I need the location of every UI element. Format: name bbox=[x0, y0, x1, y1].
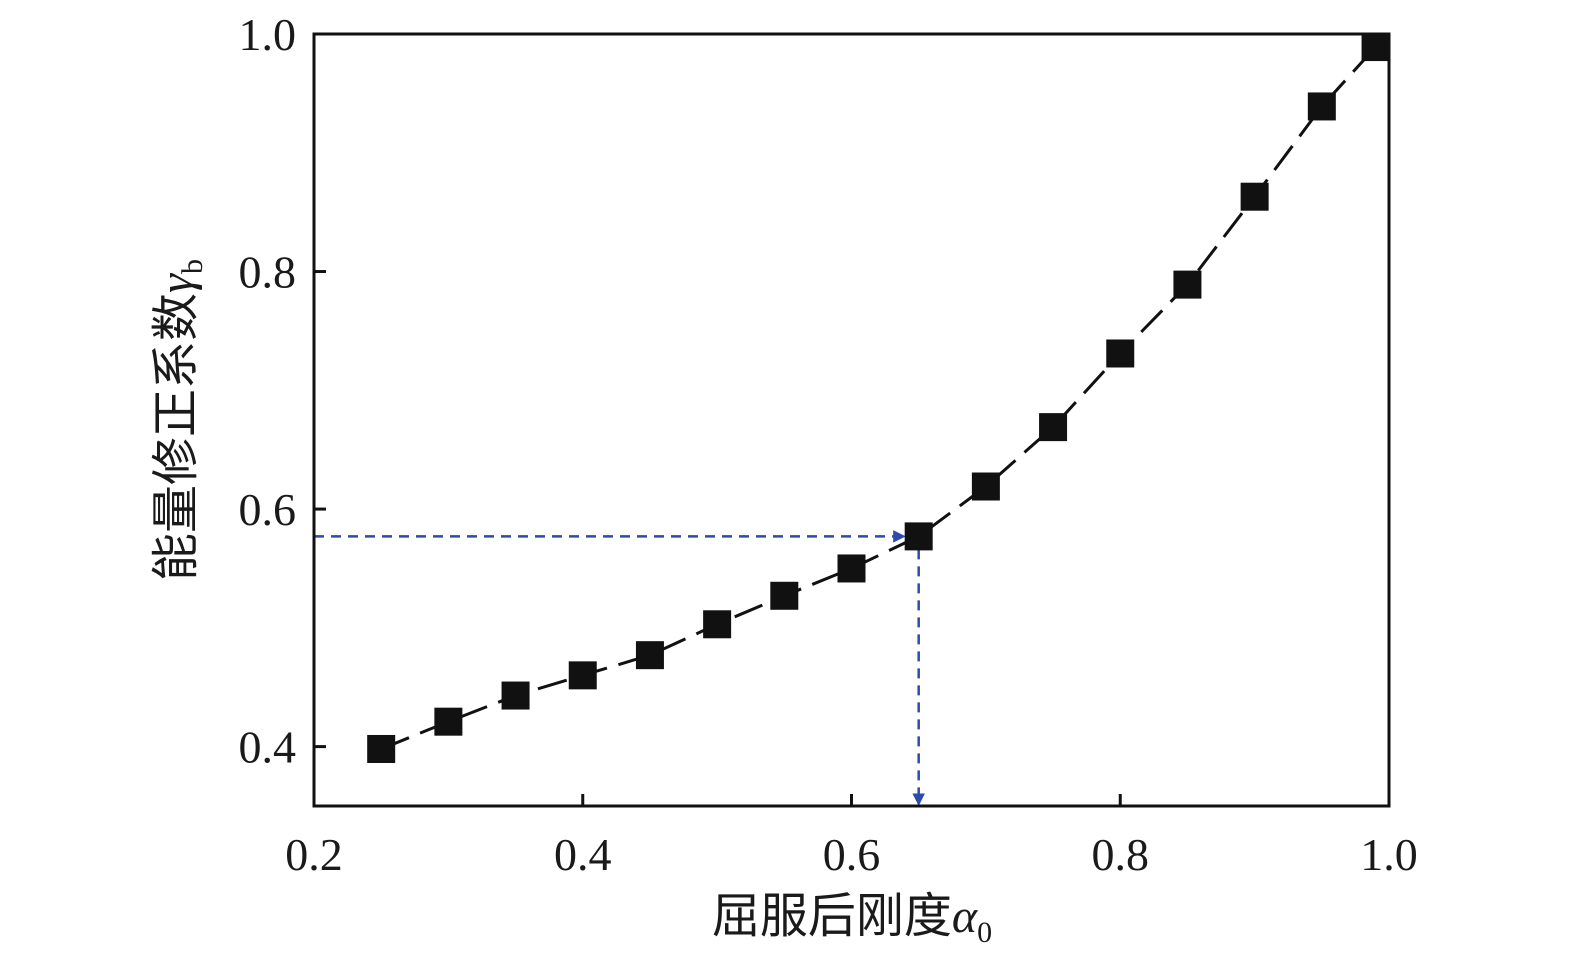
y-tick-label: 0.4 bbox=[239, 722, 297, 773]
annotation-layer bbox=[314, 530, 925, 806]
data-point-marker bbox=[1173, 270, 1202, 299]
y-axis-title-subscript: b bbox=[176, 259, 209, 274]
series-layer bbox=[367, 33, 1390, 763]
x-axis-title: 屈服后刚度α0 bbox=[712, 890, 992, 949]
data-point-marker bbox=[568, 661, 597, 690]
data-point-marker bbox=[367, 734, 396, 763]
x-tick-label: 0.6 bbox=[823, 829, 881, 880]
data-point-marker bbox=[1307, 92, 1336, 121]
x-tick-label: 0.2 bbox=[285, 829, 343, 880]
data-point-marker bbox=[1106, 339, 1135, 368]
y-tick-label: 0.6 bbox=[239, 484, 297, 535]
y-axis-title-symbol: γ bbox=[150, 273, 203, 293]
data-point-marker bbox=[837, 554, 866, 583]
data-point-marker bbox=[1039, 413, 1068, 442]
data-point-marker bbox=[1240, 182, 1269, 211]
data-point-marker bbox=[501, 681, 530, 710]
y-axis-title-text: 能量修正系数 bbox=[150, 293, 203, 581]
data-point-marker bbox=[703, 610, 732, 639]
x-tick-label: 0.4 bbox=[554, 829, 612, 880]
data-point-marker bbox=[1361, 33, 1390, 62]
x-axis-title-text: 屈服后刚度 bbox=[712, 890, 952, 943]
data-point-marker bbox=[635, 641, 664, 670]
x-axis-title-symbol: α bbox=[952, 890, 978, 943]
series-line bbox=[380, 46, 1377, 751]
data-point-marker bbox=[971, 472, 1000, 501]
data-point-marker bbox=[434, 707, 463, 736]
plot-frame bbox=[312, 32, 1391, 808]
y-tick-label: 0.8 bbox=[239, 247, 297, 298]
x-axis-ticks: 0.2 0.4 0.6 0.8 1.0 bbox=[285, 794, 1418, 880]
y-axis-title: 能量修正系数γb bbox=[150, 259, 209, 581]
x-tick-label: 0.8 bbox=[1092, 829, 1150, 880]
y-axis-ticks: 0.4 0.6 0.8 1.0 bbox=[239, 9, 326, 773]
data-point-marker bbox=[904, 522, 933, 551]
x-axis-title-subscript: 0 bbox=[977, 916, 992, 949]
y-tick-label: 1.0 bbox=[239, 9, 297, 60]
x-tick-label: 1.0 bbox=[1360, 829, 1418, 880]
data-point-marker bbox=[770, 581, 799, 610]
